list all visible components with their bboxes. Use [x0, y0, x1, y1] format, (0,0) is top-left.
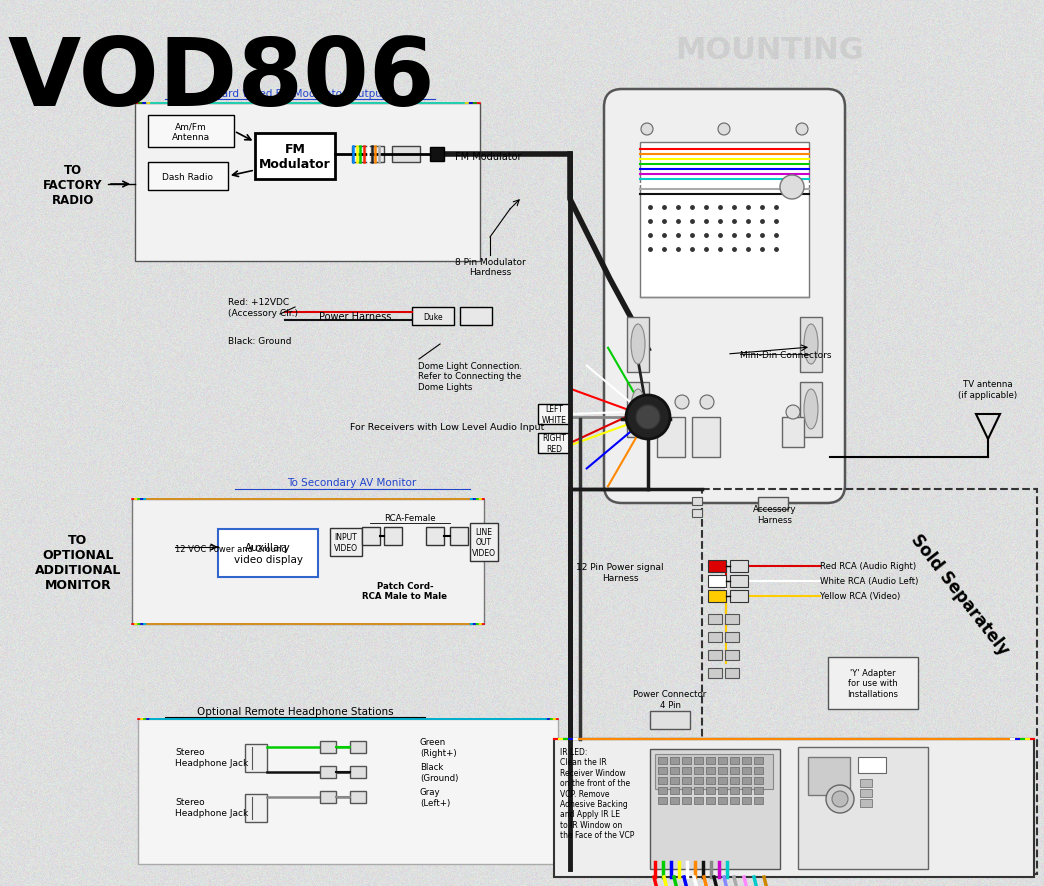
FancyBboxPatch shape — [245, 794, 267, 822]
FancyBboxPatch shape — [725, 614, 739, 625]
Text: Optional Remote Headphone Stations: Optional Remote Headphone Stations — [196, 706, 394, 716]
Text: White RCA (Audio Left): White RCA (Audio Left) — [820, 577, 919, 586]
FancyBboxPatch shape — [218, 530, 318, 578]
FancyBboxPatch shape — [708, 575, 726, 587]
FancyBboxPatch shape — [798, 747, 928, 869]
FancyBboxPatch shape — [725, 633, 739, 642]
Circle shape — [641, 124, 652, 136]
FancyBboxPatch shape — [692, 417, 720, 457]
FancyBboxPatch shape — [554, 739, 1034, 877]
FancyBboxPatch shape — [730, 560, 748, 572]
FancyBboxPatch shape — [627, 383, 649, 438]
FancyBboxPatch shape — [706, 797, 715, 804]
FancyBboxPatch shape — [650, 750, 780, 869]
Text: FM Modulator: FM Modulator — [455, 152, 522, 162]
FancyBboxPatch shape — [742, 797, 751, 804]
FancyBboxPatch shape — [132, 500, 484, 625]
Text: 8 Pin Modulator
Hardness: 8 Pin Modulator Hardness — [454, 258, 525, 277]
Text: VOD806: VOD806 — [8, 34, 435, 126]
FancyBboxPatch shape — [692, 509, 702, 517]
FancyBboxPatch shape — [730, 777, 739, 784]
FancyBboxPatch shape — [742, 787, 751, 794]
FancyBboxPatch shape — [725, 668, 739, 679]
FancyBboxPatch shape — [350, 742, 366, 753]
Text: FM
Modulator: FM Modulator — [259, 143, 331, 171]
FancyBboxPatch shape — [682, 777, 691, 784]
Text: Yellow RCA (Video): Yellow RCA (Video) — [820, 592, 900, 601]
FancyBboxPatch shape — [730, 758, 739, 764]
FancyBboxPatch shape — [725, 650, 739, 660]
FancyBboxPatch shape — [321, 791, 336, 803]
Ellipse shape — [631, 390, 645, 430]
Circle shape — [675, 395, 689, 409]
FancyBboxPatch shape — [682, 787, 691, 794]
Text: 12 Pin Power signal
Harness: 12 Pin Power signal Harness — [576, 563, 664, 582]
FancyBboxPatch shape — [538, 433, 570, 454]
Text: Duke: Duke — [423, 312, 443, 321]
FancyBboxPatch shape — [658, 787, 667, 794]
FancyBboxPatch shape — [670, 797, 679, 804]
Text: To Secondary AV Monitor: To Secondary AV Monitor — [287, 478, 417, 487]
FancyBboxPatch shape — [694, 797, 703, 804]
Text: IR LED:
Clean the IR
Receiver Window
on the front of the
VCP. Remove
Adhesive Ba: IR LED: Clean the IR Receiver Window on … — [560, 747, 635, 839]
Text: RCA-Female: RCA-Female — [384, 513, 435, 523]
FancyBboxPatch shape — [708, 590, 726, 602]
FancyBboxPatch shape — [742, 777, 751, 784]
FancyBboxPatch shape — [350, 766, 366, 778]
FancyBboxPatch shape — [138, 719, 557, 864]
FancyBboxPatch shape — [450, 527, 468, 546]
FancyBboxPatch shape — [860, 779, 872, 787]
FancyBboxPatch shape — [658, 767, 667, 774]
Text: 'Y' Adapter
for use with
Installations: 'Y' Adapter for use with Installations — [848, 668, 899, 698]
Text: TO
OPTIONAL
ADDITIONAL
MONITOR: TO OPTIONAL ADDITIONAL MONITOR — [34, 533, 121, 591]
Text: Accessory
Harness: Accessory Harness — [754, 505, 797, 525]
FancyBboxPatch shape — [754, 777, 763, 784]
FancyBboxPatch shape — [858, 758, 886, 773]
FancyBboxPatch shape — [692, 497, 702, 505]
FancyBboxPatch shape — [860, 799, 872, 807]
Text: Dome Light Connection.
Refer to Connecting the
Dome Lights: Dome Light Connection. Refer to Connecti… — [418, 361, 522, 392]
FancyBboxPatch shape — [658, 758, 667, 764]
FancyBboxPatch shape — [245, 744, 267, 772]
FancyBboxPatch shape — [706, 758, 715, 764]
FancyBboxPatch shape — [670, 758, 679, 764]
Ellipse shape — [804, 324, 818, 364]
FancyBboxPatch shape — [718, 767, 727, 774]
Text: Patch Cord-
RCA Male to Male: Patch Cord- RCA Male to Male — [362, 581, 448, 601]
FancyBboxPatch shape — [135, 104, 480, 261]
FancyBboxPatch shape — [718, 777, 727, 784]
FancyBboxPatch shape — [754, 787, 763, 794]
FancyBboxPatch shape — [384, 527, 402, 546]
FancyBboxPatch shape — [321, 766, 336, 778]
Text: Black
(Ground): Black (Ground) — [420, 763, 458, 781]
FancyBboxPatch shape — [352, 147, 384, 163]
FancyBboxPatch shape — [758, 497, 788, 509]
Ellipse shape — [804, 390, 818, 430]
FancyBboxPatch shape — [640, 143, 809, 298]
FancyBboxPatch shape — [694, 787, 703, 794]
FancyBboxPatch shape — [754, 767, 763, 774]
Text: Stereo
Headphone Jack: Stereo Headphone Jack — [175, 797, 248, 817]
FancyBboxPatch shape — [754, 758, 763, 764]
Text: For Receivers with Low Level Audio Input: For Receivers with Low Level Audio Input — [350, 423, 544, 432]
FancyBboxPatch shape — [321, 742, 336, 753]
Text: Power Harness: Power Harness — [318, 312, 392, 322]
FancyBboxPatch shape — [706, 767, 715, 774]
Circle shape — [832, 791, 848, 807]
FancyBboxPatch shape — [742, 767, 751, 774]
FancyBboxPatch shape — [538, 405, 570, 424]
FancyBboxPatch shape — [330, 528, 362, 556]
FancyBboxPatch shape — [694, 758, 703, 764]
FancyBboxPatch shape — [730, 787, 739, 794]
FancyBboxPatch shape — [426, 527, 444, 546]
FancyBboxPatch shape — [670, 787, 679, 794]
Text: Am/Fm
Antenna: Am/Fm Antenna — [172, 122, 210, 142]
FancyBboxPatch shape — [657, 417, 685, 457]
FancyBboxPatch shape — [650, 711, 690, 729]
FancyBboxPatch shape — [460, 307, 492, 326]
FancyBboxPatch shape — [708, 668, 722, 679]
FancyBboxPatch shape — [800, 383, 822, 438]
FancyBboxPatch shape — [682, 797, 691, 804]
FancyBboxPatch shape — [658, 797, 667, 804]
